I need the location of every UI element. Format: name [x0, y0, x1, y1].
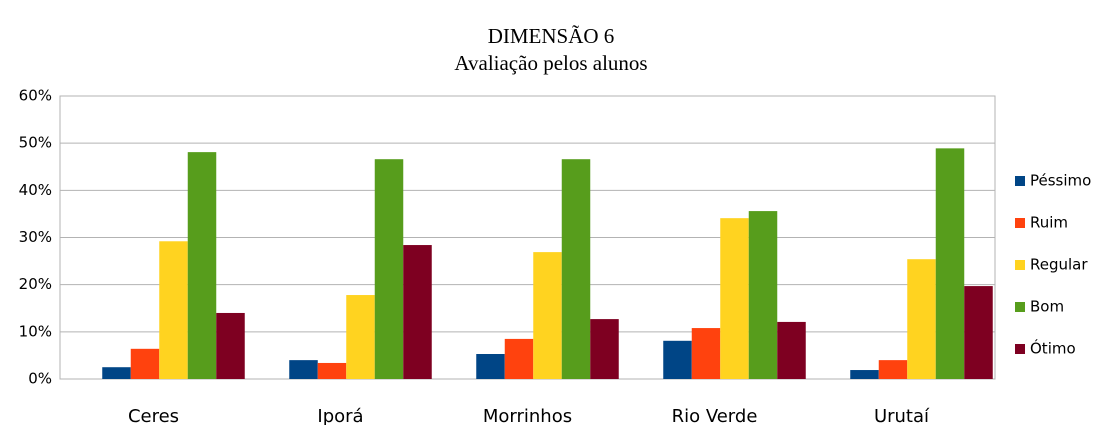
y-tick-label: 30% — [19, 228, 52, 246]
bar — [964, 286, 993, 379]
legend-label: Péssimo — [1030, 172, 1091, 190]
bar — [187, 152, 217, 379]
y-tick-label: 60% — [19, 87, 52, 105]
bar — [533, 252, 562, 379]
x-tick-label: Morrinhos — [483, 406, 572, 425]
bar — [346, 295, 375, 379]
bar — [935, 148, 965, 379]
legend-label: Regular — [1030, 256, 1088, 274]
chart-title: DIMENSÃO 6 — [488, 24, 615, 48]
x-tick-label: Ceres — [128, 406, 179, 425]
bar — [374, 159, 404, 379]
bar — [748, 211, 778, 379]
y-tick-label: 40% — [19, 181, 52, 199]
y-tick-label: 20% — [19, 275, 52, 293]
y-tick-label: 0% — [28, 370, 52, 388]
legend-swatch — [1015, 344, 1025, 354]
y-tick-label: 10% — [19, 322, 52, 340]
bar — [850, 370, 879, 379]
legend-swatch — [1015, 260, 1025, 270]
x-tick-label: Rio Verde — [672, 406, 758, 425]
bar — [504, 338, 534, 379]
x-tick-label: Iporá — [317, 406, 363, 425]
bar — [878, 360, 908, 379]
bar — [907, 259, 936, 379]
x-tick-label: Urutaí — [874, 406, 930, 425]
bar — [130, 348, 160, 379]
bar — [317, 362, 347, 379]
bar — [403, 245, 432, 379]
bar — [159, 241, 188, 379]
chart-subtitle: Avaliação pelos alunos — [454, 51, 647, 75]
bar — [216, 312, 245, 379]
bar — [476, 354, 505, 379]
legend-label: Ótimo — [1030, 339, 1076, 358]
bar — [720, 218, 749, 379]
legend-swatch — [1015, 302, 1025, 312]
bar — [561, 159, 591, 379]
legend-label: Bom — [1030, 298, 1064, 316]
bar — [102, 367, 131, 379]
legend-label: Ruim — [1030, 214, 1068, 232]
bar — [590, 319, 619, 379]
bar — [777, 321, 806, 379]
bar — [289, 360, 318, 379]
bar — [663, 340, 692, 379]
y-tick-label: 50% — [19, 134, 52, 152]
legend-swatch — [1015, 218, 1025, 228]
bar — [691, 328, 721, 379]
legend-swatch — [1015, 176, 1025, 186]
